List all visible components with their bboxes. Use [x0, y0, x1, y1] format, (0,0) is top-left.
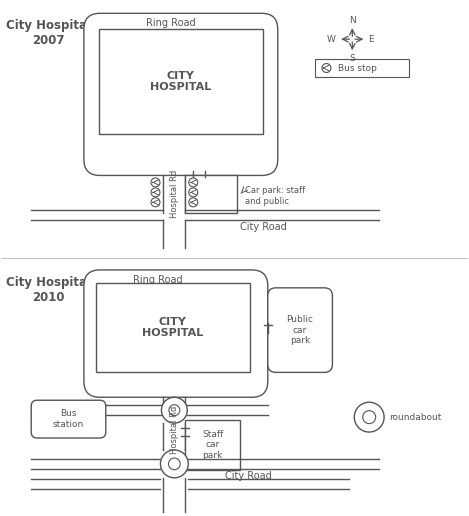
Circle shape — [169, 405, 180, 415]
FancyBboxPatch shape — [84, 13, 278, 175]
Text: N: N — [349, 16, 356, 25]
Text: Ring Road: Ring Road — [133, 275, 182, 285]
Bar — [99, 29, 263, 134]
Text: Ring Road: Ring Road — [146, 18, 196, 28]
Text: City Hospital
2007: City Hospital 2007 — [7, 19, 91, 47]
Text: City Road: City Road — [240, 222, 287, 232]
Circle shape — [354, 402, 384, 432]
Bar — [185, 420, 240, 470]
FancyBboxPatch shape — [31, 400, 106, 438]
Text: Staff
car
park: Staff car park — [202, 430, 223, 460]
Text: Car park: staff
and public: Car park: staff and public — [245, 186, 305, 206]
Bar — [185, 175, 237, 213]
Text: Bus
station: Bus station — [53, 409, 84, 429]
Text: Hospital Rd: Hospital Rd — [170, 170, 179, 218]
Circle shape — [151, 198, 160, 207]
Text: CITY
HOSPITAL: CITY HOSPITAL — [150, 71, 212, 92]
Text: W: W — [327, 35, 336, 44]
Circle shape — [161, 397, 187, 423]
FancyBboxPatch shape — [84, 270, 268, 397]
Text: roundabout: roundabout — [389, 413, 441, 422]
Bar — [96, 283, 250, 373]
Text: E: E — [368, 35, 374, 44]
Circle shape — [189, 178, 198, 187]
Circle shape — [151, 188, 160, 197]
Circle shape — [322, 63, 331, 73]
Text: S: S — [349, 54, 355, 62]
Circle shape — [189, 198, 198, 207]
Text: Bus stop: Bus stop — [338, 63, 377, 73]
Bar — [315, 59, 409, 77]
Circle shape — [160, 450, 188, 478]
Circle shape — [189, 188, 198, 197]
Circle shape — [151, 178, 160, 187]
FancyBboxPatch shape — [268, 288, 333, 373]
Circle shape — [168, 458, 180, 470]
Text: CITY
HOSPITAL: CITY HOSPITAL — [142, 317, 204, 338]
Text: Public
car
park: Public car park — [287, 315, 314, 345]
Text: City Hospital
2010: City Hospital 2010 — [7, 276, 91, 304]
Circle shape — [363, 411, 376, 424]
Text: Hospital Rd: Hospital Rd — [170, 406, 179, 454]
Text: City Road: City Road — [225, 471, 272, 481]
